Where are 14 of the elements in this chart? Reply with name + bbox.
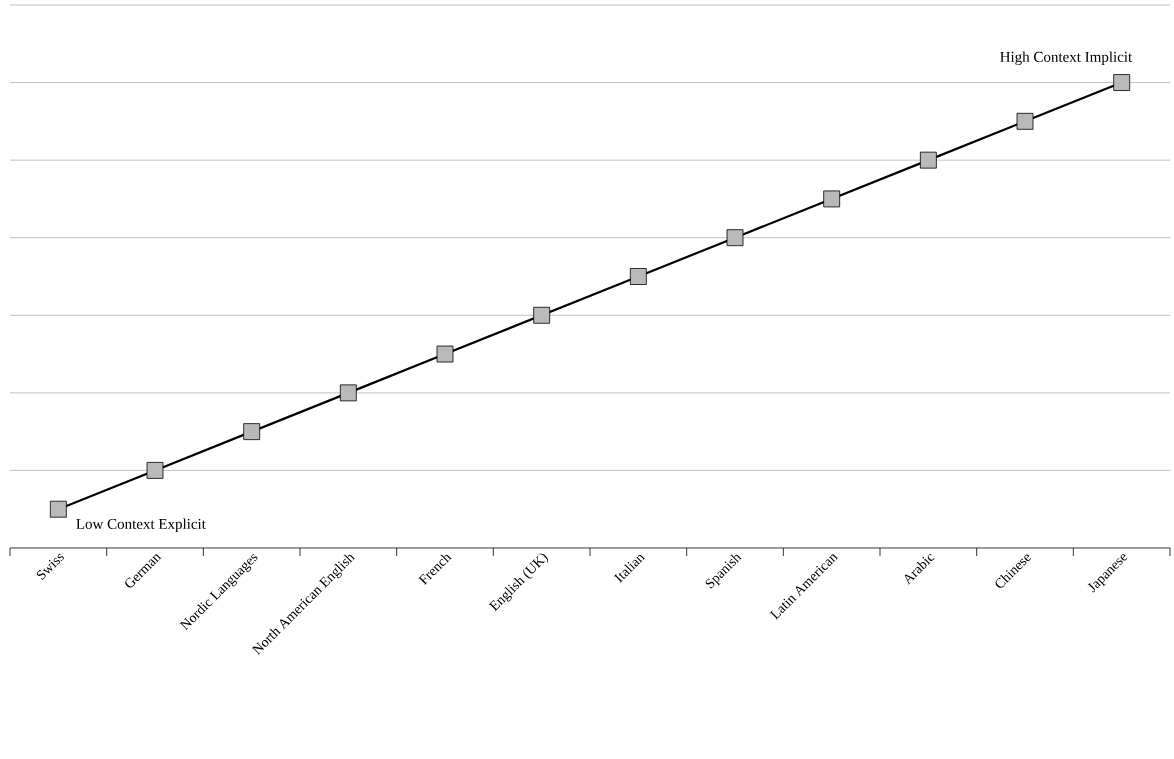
point (436, 345, 454, 363)
point (1016, 112, 1034, 130)
point (919, 151, 937, 169)
point (243, 423, 261, 441)
point (1113, 74, 1131, 91)
point (533, 306, 551, 324)
point (629, 268, 647, 285)
annotation: Low Context Explicit (76, 518, 206, 533)
annotation: High Context Implicit (1000, 51, 1133, 66)
point (726, 229, 744, 247)
point (146, 462, 164, 479)
point (823, 190, 841, 208)
point (49, 500, 67, 518)
point (339, 384, 357, 402)
